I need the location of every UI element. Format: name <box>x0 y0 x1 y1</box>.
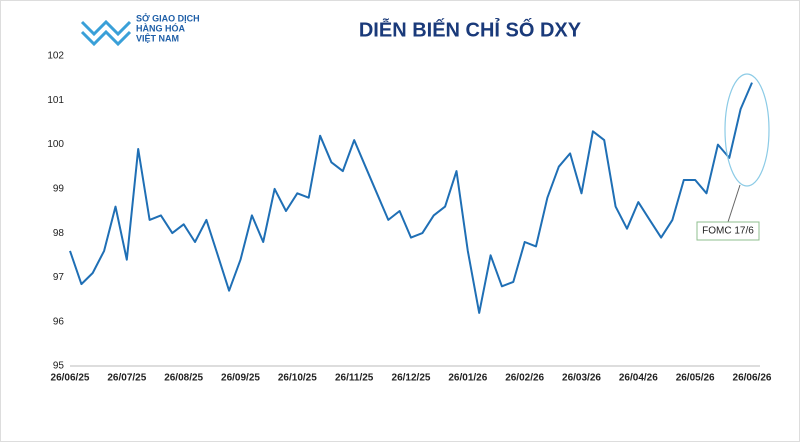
y-tick-label: 98 <box>53 228 65 239</box>
y-tick-label: 99 <box>53 183 65 194</box>
x-tick-label: 26/01/26 <box>448 373 487 384</box>
chart-title: DIỄN BIẾN CHỈ SỐ DXY <box>359 17 582 41</box>
x-tick-label: 26/12/25 <box>392 373 431 384</box>
x-tick-label: 26/03/26 <box>562 373 601 384</box>
x-tick-label: 26/06/25 <box>51 373 90 384</box>
x-tick-label: 26/09/25 <box>221 373 260 384</box>
y-tick-label: 100 <box>47 139 64 150</box>
logo-icon <box>80 19 132 47</box>
x-tick-label: 26/02/26 <box>505 373 544 384</box>
x-tick-label: 26/11/25 <box>335 373 374 384</box>
annotation-leader <box>727 184 741 223</box>
logo-text: SỞ GIAO DỊCH <box>136 12 200 23</box>
x-tick-label: 26/06/26 <box>733 373 772 384</box>
annotation: FOMC 17/6 <box>702 226 754 237</box>
logo-text: HÀNG HÓA <box>136 22 185 33</box>
logo-text: VIỆT NAM <box>136 32 179 43</box>
highlight-ellipse <box>724 73 770 187</box>
data-line <box>69 82 753 314</box>
y-tick-label: 96 <box>53 316 65 327</box>
annotation-box <box>696 221 760 241</box>
y-tick-label: 97 <box>53 272 65 283</box>
x-tick-label: 26/10/25 <box>278 373 317 384</box>
y-tick-label: 101 <box>47 95 64 106</box>
x-tick-label: 26/08/25 <box>164 373 203 384</box>
x-tick-label: 26/04/26 <box>619 373 658 384</box>
x-tick-label: 26/07/25 <box>107 373 146 384</box>
y-tick-label: 95 <box>53 361 65 372</box>
x-tick-label: 26/05/26 <box>676 373 715 384</box>
y-tick-label: 102 <box>47 51 64 62</box>
